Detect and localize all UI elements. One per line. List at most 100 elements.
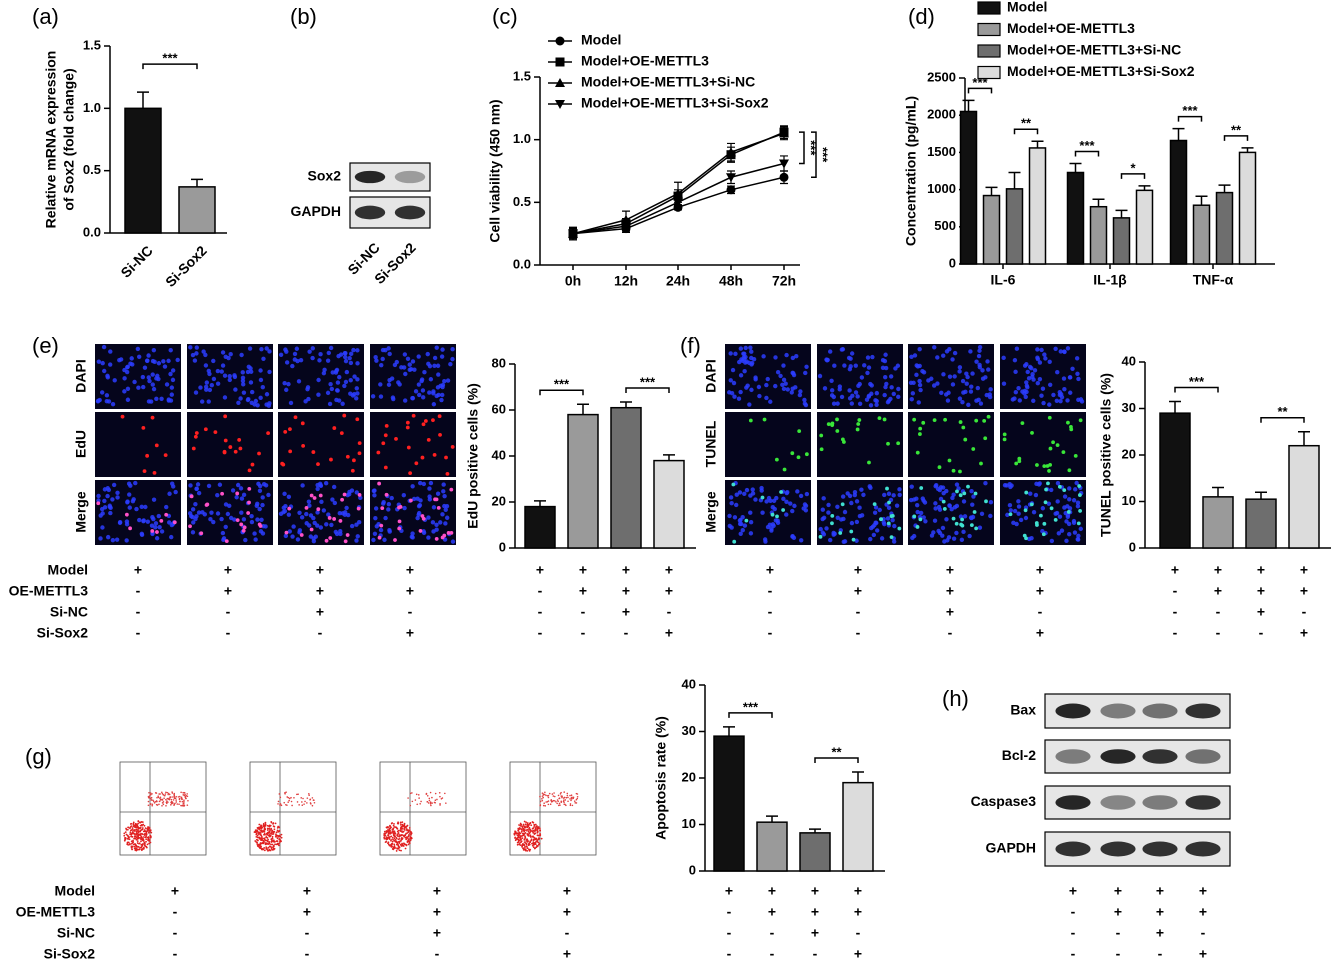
nucleus <box>729 501 734 506</box>
event <box>268 825 271 828</box>
stained-cell <box>357 493 362 497</box>
nucleus <box>741 351 746 356</box>
nucleus <box>371 537 376 543</box>
nucleus <box>215 381 221 386</box>
event <box>149 803 152 805</box>
legend-label: Model+OE-METTL3 <box>581 53 709 69</box>
nucleus <box>967 533 972 539</box>
y-tick-label: 30 <box>682 723 696 738</box>
stained-cell <box>912 417 917 422</box>
stained-cell <box>120 414 125 419</box>
stained-cell <box>342 413 347 418</box>
nucleus <box>154 536 160 541</box>
error-bar <box>1218 184 1231 193</box>
nucleus <box>211 519 216 525</box>
event <box>171 792 174 794</box>
event <box>123 834 126 837</box>
event <box>434 792 437 795</box>
condition-value: - <box>1302 604 1307 620</box>
event <box>398 849 401 852</box>
nucleus <box>101 344 107 350</box>
event <box>130 840 133 843</box>
nucleus <box>416 503 422 509</box>
nucleus <box>97 397 102 403</box>
stained-cell <box>877 416 882 421</box>
nucleus <box>740 528 745 533</box>
condition-value: - <box>435 946 440 962</box>
event <box>444 792 446 795</box>
y-tick-label: 30 <box>1122 400 1136 415</box>
nucleus <box>829 378 834 383</box>
stained-cell <box>316 462 320 467</box>
nucleus <box>1047 402 1052 407</box>
event <box>539 795 541 798</box>
nucleus <box>870 354 875 360</box>
event <box>399 843 402 846</box>
event <box>397 821 400 824</box>
blot-band <box>1100 703 1136 719</box>
nucleus <box>1078 526 1083 532</box>
x-tick-label: 12h <box>614 273 638 289</box>
event <box>270 827 273 830</box>
event <box>287 801 289 803</box>
micrograph <box>1000 412 1086 477</box>
nucleus <box>408 366 414 372</box>
nucleus <box>383 515 388 521</box>
nucleus <box>790 370 795 376</box>
nucleus <box>968 389 974 394</box>
stained-cell <box>1061 450 1066 455</box>
event <box>128 843 131 846</box>
condition-value: + <box>1036 562 1044 578</box>
nucleus <box>897 487 902 492</box>
bar <box>178 186 216 234</box>
event <box>541 799 544 802</box>
nucleus <box>732 515 738 520</box>
stained-cell <box>239 522 244 527</box>
stained-cell <box>804 452 809 457</box>
nucleus <box>775 370 781 375</box>
micrograph <box>187 344 273 409</box>
nucleus <box>790 534 795 539</box>
nucleus <box>1028 491 1033 496</box>
stained-cell <box>235 491 240 496</box>
event <box>563 799 565 801</box>
nucleus <box>824 357 829 362</box>
nucleus <box>108 362 113 367</box>
nucleus <box>868 403 874 408</box>
nucleus <box>223 354 228 359</box>
y-tick-label: 500 <box>934 218 956 233</box>
event <box>262 841 264 844</box>
event <box>528 824 530 826</box>
stained-cell <box>1053 517 1058 522</box>
image-row-label: Merge <box>703 491 719 532</box>
event <box>522 834 525 837</box>
significance-label: *** <box>816 147 831 163</box>
stained-cell <box>350 468 355 473</box>
error-bar <box>191 178 203 187</box>
nucleus <box>1008 508 1013 513</box>
event <box>391 840 394 843</box>
stained-cell <box>280 461 285 466</box>
nucleus <box>969 489 974 494</box>
nucleus <box>422 370 427 375</box>
nucleus <box>434 393 439 399</box>
stained-cell <box>357 451 362 456</box>
bar <box>1066 171 1085 265</box>
stained-cell <box>885 486 889 491</box>
stained-cell <box>954 521 959 526</box>
x-tick-label: IL-6 <box>991 272 1016 288</box>
stained-cell <box>199 531 204 536</box>
nucleus <box>1037 481 1042 486</box>
nucleus <box>976 397 981 402</box>
nucleus <box>343 350 348 356</box>
nucleus <box>135 346 141 352</box>
nucleus <box>1022 388 1028 394</box>
condition-value: + <box>1199 904 1207 920</box>
nucleus <box>115 495 120 500</box>
event <box>144 845 147 848</box>
stained-cell <box>377 481 382 486</box>
stained-cell <box>431 418 435 423</box>
nucleus <box>880 365 886 370</box>
nucleus <box>977 344 983 350</box>
nucleus <box>832 531 837 537</box>
